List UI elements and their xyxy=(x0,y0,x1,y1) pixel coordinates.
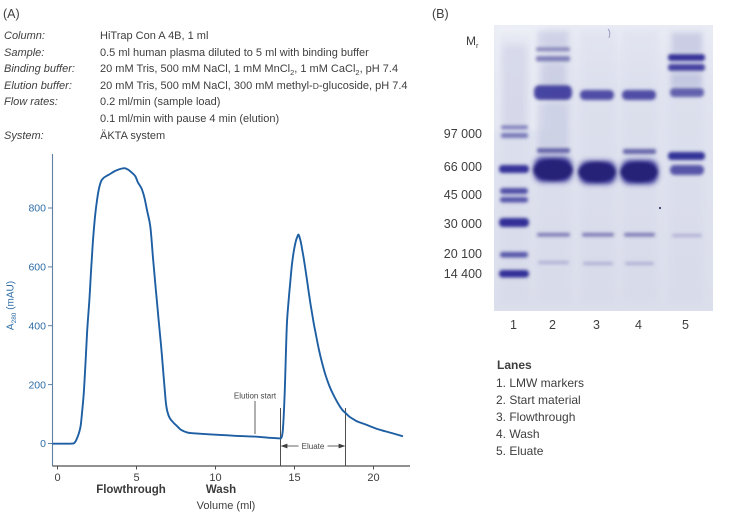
svg-text:0: 0 xyxy=(40,438,46,450)
svg-text:Wash: Wash xyxy=(206,484,236,496)
svg-text:A280 (mAU): A280 (mAU) xyxy=(6,281,18,330)
svg-text:5: 5 xyxy=(133,472,139,484)
svg-text:400: 400 xyxy=(28,320,46,332)
svg-text:Elution start: Elution start xyxy=(234,392,277,401)
svg-text:800: 800 xyxy=(28,203,46,215)
svg-text:10: 10 xyxy=(209,472,221,484)
svg-text:600: 600 xyxy=(28,262,46,274)
svg-text:20: 20 xyxy=(367,472,379,484)
svg-text:15: 15 xyxy=(288,472,300,484)
svg-text:Eluate: Eluate xyxy=(302,442,325,451)
svg-text:0: 0 xyxy=(54,472,60,484)
svg-text:Volume (ml): Volume (ml) xyxy=(197,500,256,512)
svg-text:200: 200 xyxy=(28,379,46,391)
svg-text:Flowthrough: Flowthrough xyxy=(96,484,166,496)
